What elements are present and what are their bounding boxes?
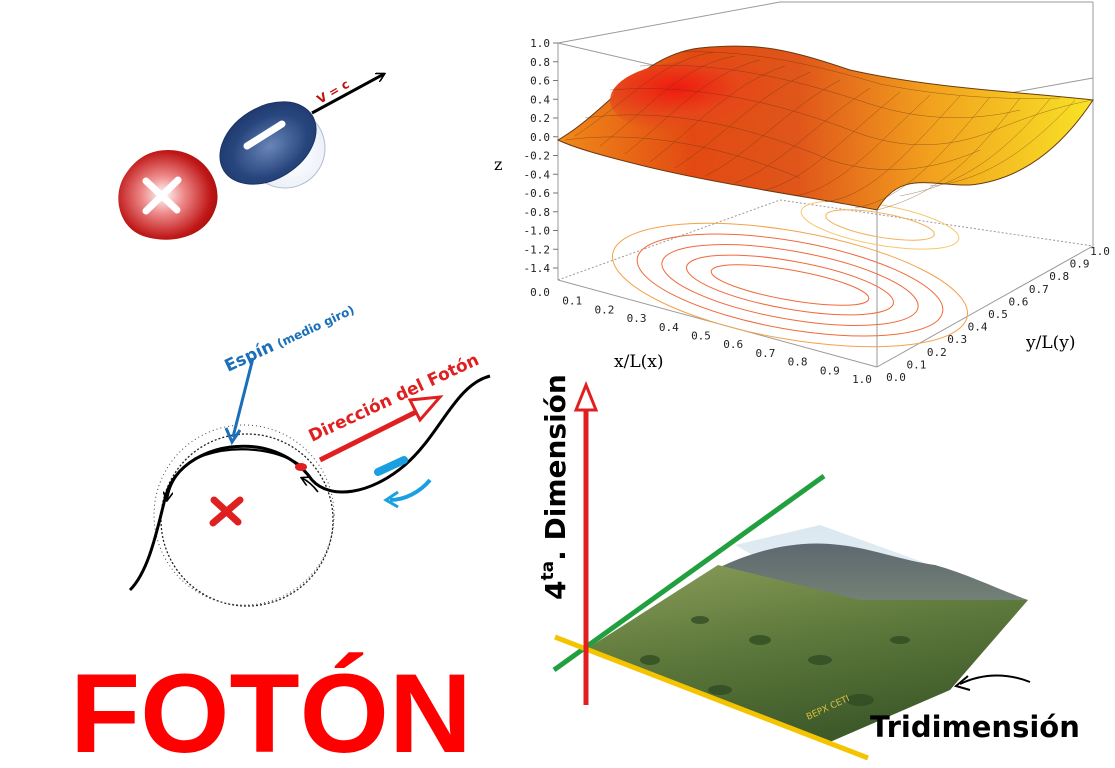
- center-plus: [209, 496, 244, 527]
- z-tick-label: 0.8: [530, 56, 550, 69]
- main-title: FOTÓN: [70, 651, 472, 768]
- y-tick-label: 0.6: [1008, 295, 1028, 308]
- x-tick-label: 0.1: [562, 295, 582, 308]
- reverse-arrow-head: [383, 490, 399, 509]
- x-tick-label: 0.5: [691, 330, 711, 343]
- positive-symbol: [142, 176, 182, 215]
- spin-arc-inner: [167, 448, 301, 500]
- x-axis-label: x/L(x): [614, 352, 663, 372]
- y-axis-label: y/L(y): [1025, 333, 1076, 353]
- z-tick-label: -0.2: [524, 150, 551, 163]
- red-time-axis-head: [573, 380, 599, 412]
- landscape-photo: ВЕРХ СЕТІ: [588, 525, 1028, 742]
- fourth-dimension-label: 4ta. Dimensión: [538, 374, 572, 600]
- surface-plot: z x/L(x) y/L(y) 1.0 0.8 0.6 0.4 0.2 0.0 -0.2 -0…: [494, 1, 1110, 386]
- y-tick-label: 0.3: [947, 333, 967, 346]
- x-tick-label: 0.9: [820, 364, 840, 377]
- y-tick-label: 0.9: [1070, 258, 1090, 271]
- x-tick-label: 0.0: [530, 286, 550, 299]
- y-tick-label: 1.0: [1090, 245, 1110, 258]
- spin-pointer: [231, 357, 255, 438]
- x-tick-label: 0.6: [723, 338, 743, 351]
- y-tick-label: 0.4: [968, 321, 988, 334]
- x-tick-label: 0.2: [594, 303, 614, 316]
- spin-diagram: Espín(medio giro) Dirección del Fotón: [128, 299, 491, 607]
- z-axis-label: z: [494, 155, 502, 174]
- three-d-pointer-head: [953, 675, 971, 691]
- z-tick-label: -0.8: [524, 206, 551, 219]
- spin-arc-small-arrow: [302, 478, 319, 493]
- dimension-diagram: ВЕРХ СЕТІ 4ta. Dimensión Tridimensión: [538, 374, 1080, 761]
- z-tick-label: 0.0: [530, 131, 550, 144]
- y-tick-label: 0.7: [1029, 283, 1049, 296]
- yellow-axis: [554, 634, 869, 761]
- three-d-pointer: [959, 674, 1031, 685]
- z-tick-label: 1.0: [530, 37, 550, 50]
- y-tick-label: 0.2: [927, 346, 947, 359]
- surface-peak: [610, 60, 800, 140]
- x-tick-label: 0.4: [659, 321, 679, 334]
- x-axis-ticks: 0.0 0.1 0.2 0.3 0.4 0.5 0.6 0.7 0.8 0.9 1.0: [530, 286, 872, 386]
- y-tick-label: 0.5: [988, 308, 1008, 321]
- velocity-arrow: [311, 74, 384, 115]
- z-tick-label: -1.0: [524, 225, 551, 238]
- photon-direction-arrow-head: [407, 395, 444, 423]
- z-tick-label: 0.6: [530, 75, 550, 88]
- negative-charge-blob: [219, 101, 317, 185]
- green-axis: [552, 473, 826, 673]
- electron-dot: [295, 463, 307, 471]
- reverse-arrow: [389, 478, 432, 502]
- negative-symbol: [243, 120, 286, 150]
- z-tick-label: -0.6: [524, 187, 551, 200]
- z-tick-label: -0.4: [524, 168, 551, 181]
- positive-charge-blob: [118, 150, 218, 240]
- orbit-circle-2: [153, 424, 335, 606]
- spin-pointer-head: [224, 427, 242, 446]
- z-tick-label: -1.4: [524, 262, 551, 275]
- contour-lines: [611, 200, 969, 348]
- orbit-circle-1: [160, 433, 334, 607]
- x-tick-label: 0.8: [788, 356, 808, 369]
- y-tick-label: 0.8: [1049, 270, 1069, 283]
- photon-direction-arrow: [318, 407, 422, 463]
- spin-label: Espín(medio giro): [222, 299, 358, 376]
- negative-dash: [374, 456, 408, 476]
- dipole-illustration: V = c: [118, 74, 384, 240]
- z-axis-ticks: 1.0 0.8 0.6 0.4 0.2 0.0 -0.2 -0.4 -0.6 -0.8 -1.0 -1…: [524, 37, 558, 275]
- photon-direction-label: Dirección del Fotón: [306, 350, 483, 447]
- surface-mesh: [564, 51, 1094, 211]
- z-tick-label: 0.2: [530, 112, 550, 125]
- y-axis-ticks: 0.00.10.20.30.40.50.60.70.80.91.0: [886, 245, 1110, 384]
- y-tick-label: 0.1: [906, 358, 926, 371]
- x-tick-label: 0.7: [755, 347, 775, 360]
- z-tick-label: -1.2: [524, 243, 551, 256]
- x-tick-label: 1.0: [852, 373, 872, 386]
- three-d-label: Tridimensión: [870, 710, 1080, 744]
- x-tick-label: 0.3: [627, 312, 647, 325]
- y-tick-label: 0.0: [886, 371, 906, 384]
- z-tick-label: 0.4: [530, 93, 550, 106]
